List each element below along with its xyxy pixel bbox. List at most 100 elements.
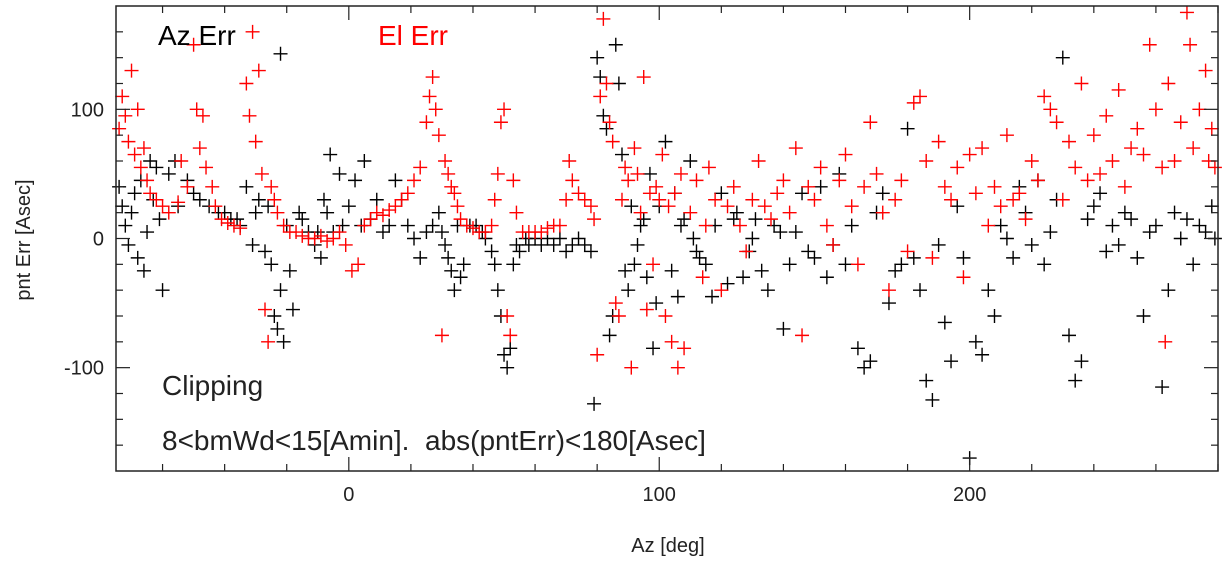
data-point [698, 218, 713, 233]
data-point [192, 141, 207, 156]
data-point [270, 205, 285, 220]
data-point [655, 147, 670, 162]
data-point [925, 392, 940, 407]
data-point [658, 134, 673, 149]
data-point [999, 128, 1014, 143]
data-point [900, 121, 915, 136]
data-point [975, 141, 990, 156]
data-point [127, 186, 142, 201]
data-point [285, 302, 300, 317]
data-point [788, 225, 803, 240]
data-point [341, 199, 356, 214]
data-point [1055, 192, 1070, 207]
x-tick-label: 0 [343, 484, 354, 506]
data-point [869, 166, 884, 181]
data-point [1148, 218, 1163, 233]
data-point [115, 89, 130, 104]
data-point [323, 147, 338, 162]
data-point [627, 141, 642, 156]
data-point [801, 244, 816, 259]
data-point [813, 179, 828, 194]
data-point [739, 244, 754, 259]
data-point [534, 237, 549, 252]
data-point [565, 237, 580, 252]
data-point [1086, 128, 1101, 143]
data-point [931, 237, 946, 252]
data-point [310, 225, 325, 240]
data-point [500, 309, 515, 323]
data-point [748, 212, 763, 227]
data-point [348, 173, 363, 188]
data-point [441, 166, 456, 181]
data-point [295, 228, 310, 243]
data-point [987, 179, 1002, 194]
data-point [490, 166, 505, 181]
data-point [497, 102, 512, 117]
data-point [559, 244, 574, 259]
data-point [1105, 218, 1120, 233]
data-point [1136, 309, 1151, 323]
data-point [605, 134, 620, 149]
data-point [149, 160, 164, 175]
data-point [1074, 354, 1089, 369]
data-point [614, 147, 629, 162]
data-point [239, 76, 254, 91]
data-point [434, 225, 449, 240]
data-point [124, 63, 139, 78]
data-point [267, 309, 282, 323]
data-point [1186, 257, 1201, 272]
data-point [646, 257, 661, 272]
data-point [599, 121, 614, 136]
data-point [646, 341, 661, 356]
data-point [596, 108, 611, 123]
data-point [493, 115, 508, 130]
data-point [602, 115, 617, 130]
data-point [450, 199, 465, 214]
data-point [677, 341, 692, 356]
data-point [760, 283, 775, 298]
data-point [239, 179, 254, 194]
data-point [174, 154, 189, 168]
data-point [692, 250, 707, 265]
data-point [497, 347, 512, 362]
data-point [115, 199, 130, 214]
data-point [261, 199, 276, 214]
data-point [143, 186, 158, 201]
data-point [987, 309, 1002, 323]
data-point [863, 354, 878, 369]
data-point [453, 212, 468, 227]
data-point [230, 212, 245, 227]
data-point [282, 263, 297, 278]
data-point [118, 108, 133, 123]
data-point [767, 218, 782, 233]
data-point [1124, 212, 1139, 227]
data-point [931, 134, 946, 149]
data-point [155, 283, 170, 298]
data-point [950, 199, 965, 214]
data-point [630, 237, 645, 252]
data-point [316, 192, 331, 207]
data-point [627, 257, 642, 272]
data-point [1167, 205, 1182, 220]
data-point [593, 89, 608, 104]
data-point [565, 173, 580, 188]
data-point [1167, 154, 1182, 168]
data-point [633, 205, 648, 220]
data-point [1012, 186, 1027, 201]
data-point [649, 296, 664, 311]
data-point [776, 173, 791, 188]
data-point [639, 270, 654, 285]
x-axis-title: Az [deg] [631, 535, 704, 557]
data-point [698, 257, 713, 272]
data-point [1179, 212, 1194, 227]
data-point [732, 218, 747, 233]
data-point [850, 257, 865, 272]
legend-az-err: Az Err [158, 20, 236, 51]
data-point [242, 108, 257, 123]
data-point [1068, 373, 1083, 388]
data-point [832, 173, 847, 188]
data-point [273, 283, 288, 298]
data-point [888, 263, 903, 278]
data-point [186, 186, 201, 201]
